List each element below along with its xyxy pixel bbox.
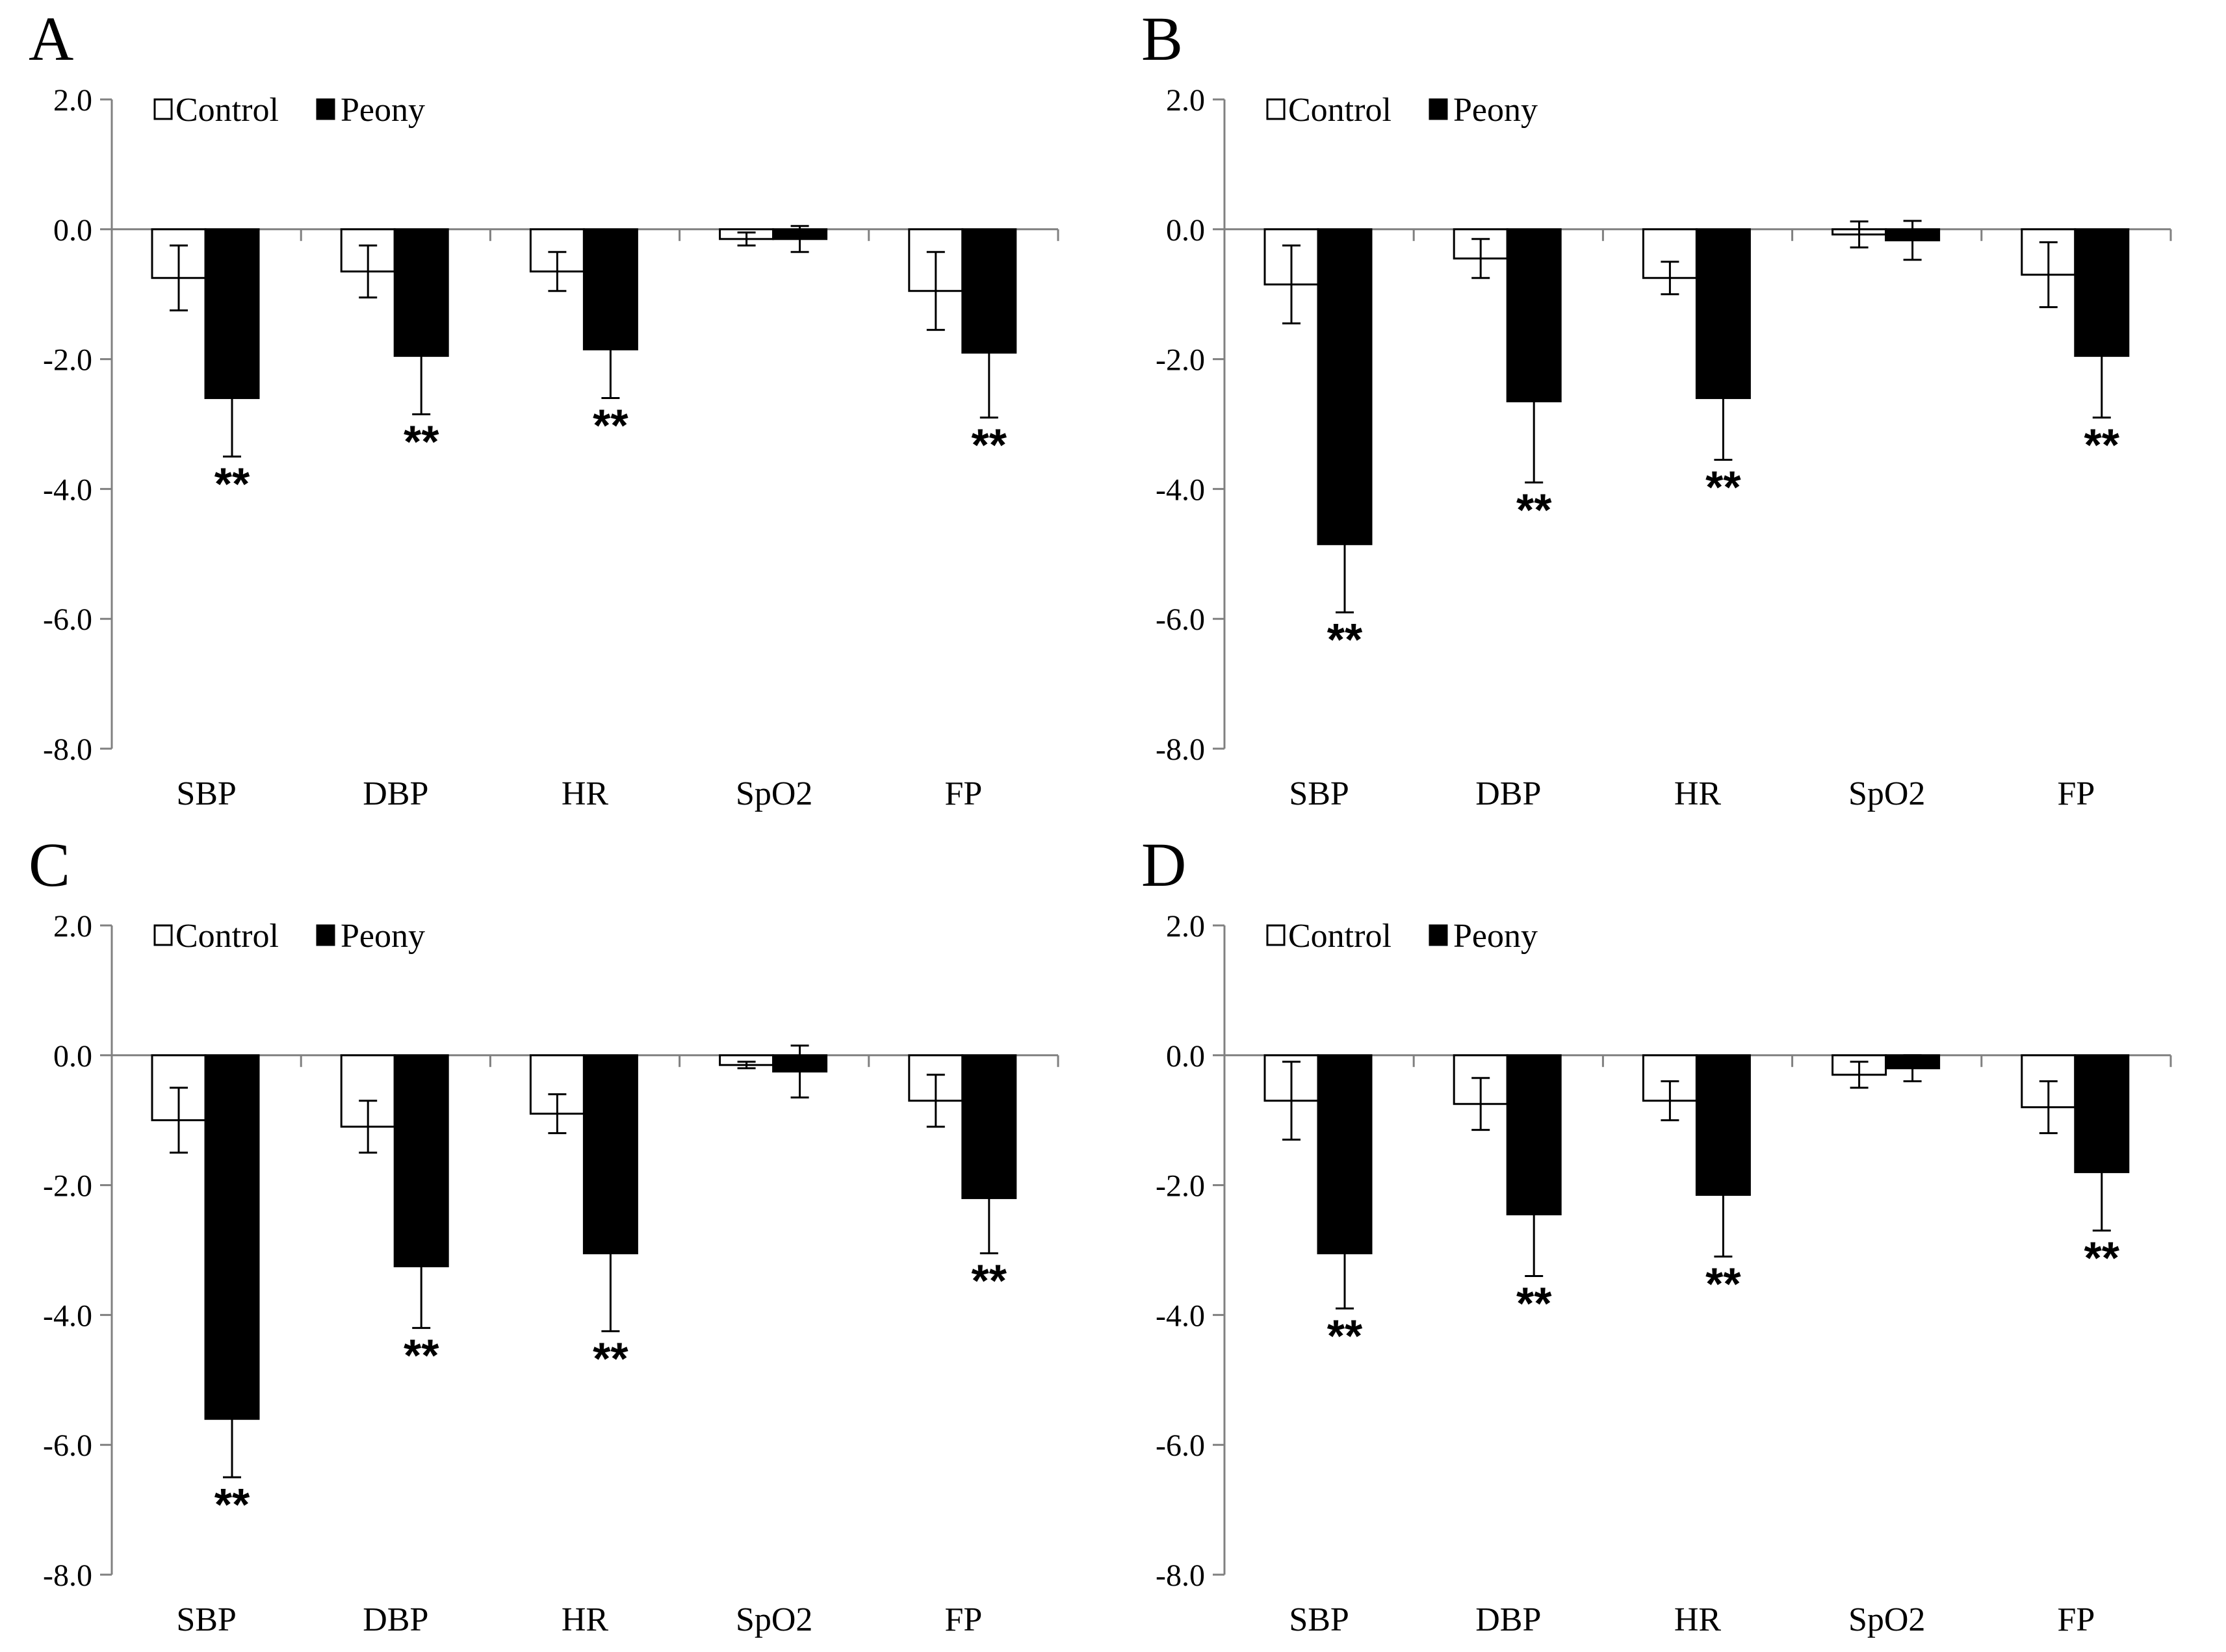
significance-label: ** bbox=[593, 1333, 628, 1384]
legend-swatch-control bbox=[153, 98, 173, 120]
legend-label-peony: Peony bbox=[341, 92, 425, 129]
chart-panel-a: A 2.0 0.0 -2.0 -4.0 -6.0 -8.0 ** SBP ** DBP ** HR SpO… bbox=[0, 0, 1113, 826]
legend: Control Peony bbox=[153, 918, 425, 955]
significance-label: ** bbox=[2084, 1233, 2120, 1284]
category-label: HR bbox=[562, 1601, 609, 1638]
y-tick-label: -4.0 bbox=[43, 1298, 92, 1333]
legend: Control Peony bbox=[1266, 92, 1538, 129]
legend-label-peony: Peony bbox=[341, 918, 425, 955]
y-tick-label: -2.0 bbox=[43, 1169, 92, 1204]
significance-label: ** bbox=[1327, 1310, 1363, 1361]
legend-swatch-peony bbox=[316, 924, 335, 946]
y-tick-label: -4.0 bbox=[1156, 1298, 1205, 1333]
category-label: FP bbox=[944, 1601, 982, 1638]
bar-peony bbox=[1695, 228, 1751, 400]
significance-label: ** bbox=[1705, 461, 1741, 512]
legend-swatch-control bbox=[1266, 98, 1286, 120]
chart-panel-b: B 2.0 0.0 -2.0 -4.0 -6.0 -8.0 ** SBP ** DBP ** HR SpO… bbox=[1113, 0, 2225, 826]
y-tick-label: -4.0 bbox=[1156, 472, 1205, 507]
category-label: FP bbox=[2057, 1601, 2095, 1638]
chart-svg: A 2.0 0.0 -2.0 -4.0 -6.0 -8.0 ** SBP ** DBP ** HR SpO… bbox=[29, 4, 1059, 812]
y-tick-label: -6.0 bbox=[43, 602, 92, 637]
legend-label-control: Control bbox=[1288, 92, 1391, 129]
legend: Control Peony bbox=[1266, 918, 1538, 955]
legend-label-control: Control bbox=[1288, 918, 1391, 955]
y-tick-label: -8.0 bbox=[1156, 732, 1205, 767]
significance-label: ** bbox=[214, 458, 250, 509]
y-tick-label: -6.0 bbox=[43, 1428, 92, 1463]
legend-label-peony: Peony bbox=[1453, 918, 1538, 955]
legend-swatch-peony bbox=[316, 98, 335, 120]
y-tick-label: -8.0 bbox=[43, 1558, 92, 1593]
panel-letter: B bbox=[1141, 4, 1183, 73]
chart-panel-c: C 2.0 0.0 -2.0 -4.0 -6.0 -8.0 ** SBP ** DBP ** HR SpO… bbox=[0, 826, 1113, 1652]
y-tick-label: -2.0 bbox=[1156, 1169, 1205, 1204]
category-label: SpO2 bbox=[736, 775, 812, 812]
chart-svg: D 2.0 0.0 -2.0 -4.0 -6.0 -8.0 ** SBP ** DBP ** HR SpO… bbox=[1141, 830, 2172, 1638]
significance-label: ** bbox=[1516, 1278, 1552, 1328]
significance-label: ** bbox=[972, 1255, 1007, 1306]
category-label: FP bbox=[944, 775, 982, 812]
y-tick-label: 0.0 bbox=[53, 1039, 92, 1074]
category-label: SBP bbox=[176, 775, 237, 812]
bar-peony bbox=[2074, 228, 2130, 357]
significance-label: ** bbox=[972, 420, 1007, 471]
y-tick-label: -2.0 bbox=[1156, 343, 1205, 378]
legend-label-control: Control bbox=[175, 92, 279, 129]
significance-label: ** bbox=[404, 417, 439, 467]
category-label: SBP bbox=[1289, 1601, 1349, 1638]
panel-letter: C bbox=[29, 830, 70, 899]
legend-swatch-peony bbox=[1429, 924, 1448, 946]
category-label: SBP bbox=[1289, 775, 1349, 812]
y-tick-label: -2.0 bbox=[43, 343, 92, 378]
legend-label-peony: Peony bbox=[1453, 92, 1538, 129]
category-label: HR bbox=[562, 775, 609, 812]
category-label: SBP bbox=[176, 1601, 237, 1638]
category-label: FP bbox=[2057, 775, 2095, 812]
legend-swatch-control bbox=[1266, 924, 1286, 946]
y-tick-label: 0.0 bbox=[1166, 1039, 1205, 1074]
significance-label: ** bbox=[2084, 420, 2120, 471]
category-label: SpO2 bbox=[1848, 1601, 1925, 1638]
category-label: SpO2 bbox=[1848, 775, 1925, 812]
significance-label: ** bbox=[1516, 484, 1552, 535]
category-label: DBP bbox=[363, 1601, 428, 1638]
significance-label: ** bbox=[404, 1330, 439, 1380]
significance-label: ** bbox=[1705, 1258, 1741, 1309]
category-label: HR bbox=[1674, 1601, 1722, 1638]
legend-label-control: Control bbox=[175, 918, 279, 955]
legend: Control Peony bbox=[153, 92, 425, 129]
y-tick-label: -8.0 bbox=[43, 732, 92, 767]
y-tick-label: -8.0 bbox=[1156, 1558, 1205, 1593]
y-tick-label: 2.0 bbox=[53, 909, 92, 944]
y-tick-label: 0.0 bbox=[53, 213, 92, 248]
y-tick-label: -4.0 bbox=[43, 472, 92, 507]
significance-label: ** bbox=[214, 1479, 250, 1530]
category-label: DBP bbox=[1475, 775, 1541, 812]
legend-swatch-control bbox=[153, 924, 173, 946]
category-label: HR bbox=[1674, 775, 1722, 812]
y-tick-label: 2.0 bbox=[1166, 909, 1205, 944]
significance-label: ** bbox=[1327, 614, 1363, 665]
category-label: DBP bbox=[1475, 1601, 1541, 1638]
panel-letter: D bbox=[1141, 830, 1186, 899]
legend-swatch-peony bbox=[1429, 98, 1448, 120]
chart-svg: C 2.0 0.0 -2.0 -4.0 -6.0 -8.0 ** SBP ** DBP ** HR SpO… bbox=[29, 830, 1059, 1638]
y-tick-label: 2.0 bbox=[53, 83, 92, 118]
category-label: DBP bbox=[363, 775, 428, 812]
panel-letter: A bbox=[29, 4, 73, 73]
y-tick-label: -6.0 bbox=[1156, 602, 1205, 637]
y-tick-label: 2.0 bbox=[1166, 83, 1205, 118]
category-label: SpO2 bbox=[736, 1601, 812, 1638]
chart-svg: B 2.0 0.0 -2.0 -4.0 -6.0 -8.0 ** SBP ** DBP ** HR SpO… bbox=[1141, 4, 2172, 812]
y-tick-label: -6.0 bbox=[1156, 1428, 1205, 1463]
chart-panel-d: D 2.0 0.0 -2.0 -4.0 -6.0 -8.0 ** SBP ** DBP ** HR SpO… bbox=[1113, 826, 2225, 1652]
y-tick-label: 0.0 bbox=[1166, 213, 1205, 248]
significance-label: ** bbox=[593, 400, 628, 451]
